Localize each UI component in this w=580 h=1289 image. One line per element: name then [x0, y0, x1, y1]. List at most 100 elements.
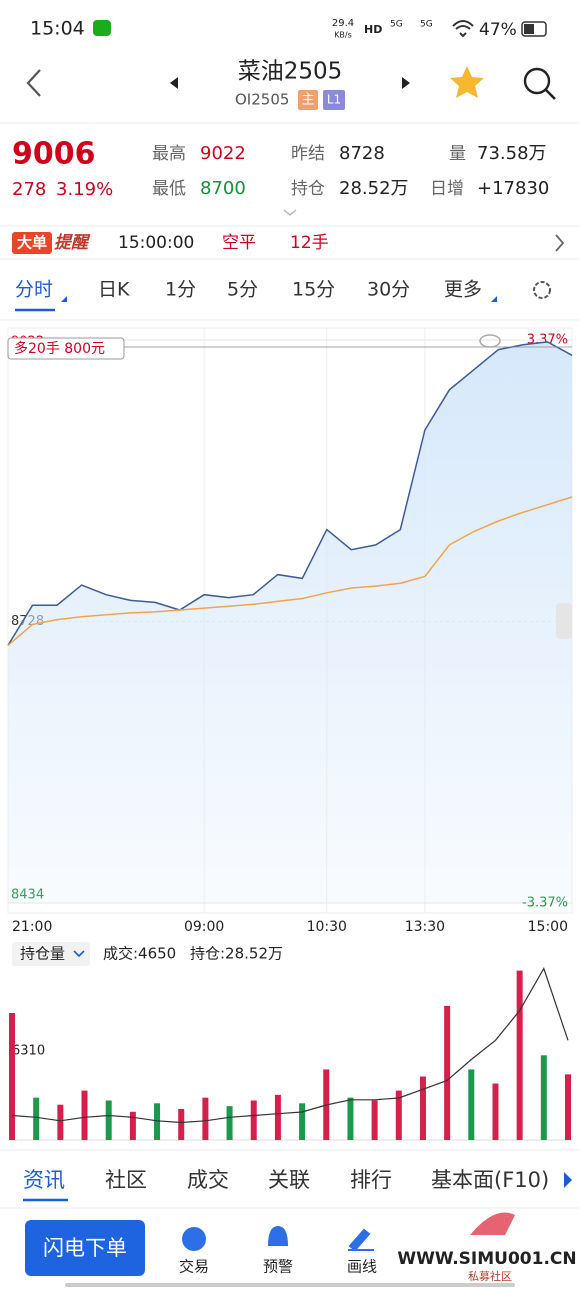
period-tab[interactable]: 更多 — [444, 279, 482, 301]
volume-bar — [347, 1097, 354, 1140]
nav-item[interactable]: 交易 — [179, 1258, 209, 1276]
contract-title: 菜油2505 — [238, 59, 343, 85]
tab-indicator — [61, 296, 67, 302]
field-label: 昨结 — [291, 144, 325, 164]
volume-bar — [274, 1094, 281, 1140]
period-tab[interactable]: 5分 — [227, 279, 258, 301]
price-line — [7, 341, 573, 646]
x-tick-label: 10:30 — [307, 919, 347, 935]
selector-bg[interactable] — [12, 942, 90, 966]
price-change-pct: 3.19% — [56, 179, 113, 200]
info-tab[interactable]: 关联 — [268, 1168, 310, 1192]
volume-bar — [468, 1069, 475, 1140]
alert-more[interactable] — [555, 234, 565, 252]
clock: 15:04 — [30, 18, 85, 40]
volume-bar — [250, 1100, 257, 1140]
field-value: +17830 — [477, 178, 549, 199]
field-label: 日增 — [430, 179, 464, 199]
volume-bar — [565, 1074, 571, 1140]
selector-arrow — [73, 950, 85, 958]
info-tab[interactable]: 资讯 — [23, 1168, 65, 1192]
nav-item[interactable]: 画线 — [347, 1258, 377, 1276]
wifi-icon — [452, 20, 474, 38]
volume-bar — [226, 1106, 233, 1140]
volume-bar — [105, 1100, 112, 1140]
volume-position: 持仓:28.52万 — [190, 945, 283, 963]
favorite-star[interactable] — [450, 66, 484, 98]
visibility-toggle[interactable] — [479, 334, 501, 348]
tabs-more[interactable] — [564, 1172, 572, 1188]
volume-bar — [371, 1100, 378, 1140]
field-value: 9022 — [200, 143, 246, 164]
watermark-logo — [470, 1212, 515, 1235]
y-tick-label: 6310 — [12, 1043, 45, 1058]
period-tab[interactable]: 1分 — [165, 279, 196, 301]
field-value: 8700 — [200, 178, 246, 199]
wechat-icon — [93, 20, 111, 36]
hd-icon: HD — [364, 23, 382, 36]
side-handle[interactable] — [556, 603, 572, 639]
battery-fill — [524, 24, 534, 34]
search-handle — [545, 89, 556, 100]
field-value: 28.52万 — [339, 178, 409, 199]
badge-level-bg — [323, 90, 345, 110]
volume-bar — [57, 1104, 64, 1140]
contract-code: OI2505 — [235, 91, 289, 109]
volume-bar — [540, 1055, 547, 1140]
order-marker-box — [7, 337, 125, 360]
order-button[interactable]: 闪电下单 — [43, 1236, 127, 1260]
home-indicator — [65, 1283, 515, 1287]
volume-bar — [202, 1097, 209, 1140]
order-button-bg[interactable] — [25, 1220, 145, 1276]
draw-icon — [348, 1228, 374, 1252]
search-button[interactable] — [523, 67, 551, 95]
signal-1: 5G — [390, 20, 403, 30]
field-value: 8728 — [339, 143, 385, 164]
info-tab[interactable]: 成交 — [187, 1168, 229, 1192]
info-tab[interactable]: 排行 — [350, 1168, 392, 1192]
last-price: 9006 — [12, 137, 96, 172]
price-chart: 21:0009:0010:3013:3015:009022872884343.3… — [7, 328, 573, 935]
alert-tag: 大单 — [17, 234, 47, 252]
trade-icon — [182, 1227, 206, 1251]
volume-bar — [81, 1090, 88, 1140]
alert-title: 提醒 — [54, 233, 91, 253]
period-tab[interactable]: 分时 — [15, 279, 53, 301]
volume-bar — [299, 1103, 306, 1140]
field-label: 最高 — [152, 144, 186, 164]
volume-bar — [419, 1076, 426, 1140]
field-value: 73.58万 — [477, 143, 547, 164]
badge-level: L1 — [327, 93, 341, 107]
volume-bar — [154, 1103, 161, 1140]
volume-bar — [178, 1108, 185, 1140]
info-tab[interactable]: 基本面(F10) — [431, 1168, 549, 1192]
prev-contract[interactable] — [170, 77, 178, 89]
volume-bar — [9, 1012, 15, 1140]
nav-item[interactable]: 预警 — [263, 1258, 293, 1276]
field-label: 持仓 — [291, 179, 325, 199]
x-tick-label: 21:00 — [12, 919, 52, 935]
volume-selector[interactable]: 持仓量 — [20, 945, 65, 963]
volume-bar — [33, 1097, 40, 1140]
watermark-caption: 私募社区 — [468, 1269, 512, 1283]
settings-button[interactable] — [533, 281, 551, 299]
x-tick-label: 15:00 — [528, 919, 568, 935]
period-tab[interactable]: 30分 — [367, 279, 410, 301]
volume-bar — [129, 1111, 136, 1140]
info-tab[interactable]: 社区 — [105, 1168, 147, 1192]
expand-chevron[interactable] — [283, 209, 297, 216]
price-area — [8, 341, 572, 903]
alert-quantity: 12手 — [290, 233, 329, 253]
period-tab[interactable]: 日K — [98, 279, 130, 301]
period-tab[interactable]: 15分 — [292, 279, 335, 301]
back-button[interactable] — [26, 69, 41, 97]
x-tick-label: 09:00 — [184, 919, 224, 935]
signal-2: 5G — [420, 20, 433, 30]
volume-chart: 6310 — [8, 967, 572, 1141]
volume-bar — [516, 970, 523, 1140]
next-contract[interactable] — [402, 77, 410, 89]
field-label: 量 — [449, 144, 466, 164]
volume-bar — [395, 1090, 402, 1140]
